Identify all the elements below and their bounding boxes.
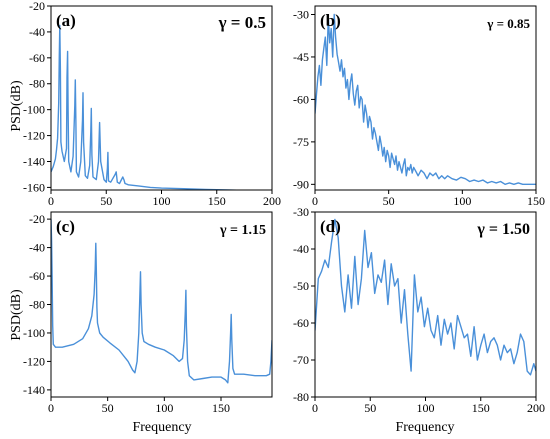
y-axis-label-top: PSD(dB) bbox=[9, 80, 24, 132]
y-tick-label: -140 bbox=[23, 383, 45, 397]
y-tick-label: -80 bbox=[293, 390, 309, 404]
y-tick-label: -30 bbox=[293, 7, 309, 21]
y-tick-label: -90 bbox=[293, 177, 309, 191]
x-tick-label: 150 bbox=[212, 401, 230, 415]
y-tick-label: -40 bbox=[293, 242, 309, 256]
x-tick-label: 0 bbox=[312, 401, 318, 415]
y-tick-label: -60 bbox=[29, 51, 45, 65]
plot-frame bbox=[314, 211, 537, 398]
y-tick-label: -160 bbox=[23, 180, 45, 194]
panel-label: (c) bbox=[56, 217, 75, 236]
gamma-annotation: γ = 0.85 bbox=[486, 16, 530, 31]
y-tick-label: -70 bbox=[293, 353, 309, 367]
psd-series-line bbox=[315, 13, 536, 186]
y-tick-label: -20 bbox=[29, 0, 45, 13]
x-tick-label: 50 bbox=[383, 194, 395, 208]
x-tick-label: 150 bbox=[527, 194, 545, 208]
panel-b: 0 50 100 150 -90 -75 -60 -45 -30 (b) γ = 0.85 bbox=[293, 5, 545, 208]
panel-a: 0 50 100 150 200 -160 -140 -120 -100 -80 -60 -40 -20… bbox=[23, 0, 281, 208]
y-tick-label: -75 bbox=[293, 135, 309, 149]
psd-series-line bbox=[51, 219, 272, 384]
psd-series-line bbox=[51, 24, 254, 190]
y-axis-label-bottom: PSD(dB) bbox=[9, 289, 24, 341]
x-tick-label: 200 bbox=[263, 194, 281, 208]
y-tick-label: -40 bbox=[29, 241, 45, 255]
plot-frame bbox=[50, 211, 273, 398]
y-tick-label: -80 bbox=[29, 77, 45, 91]
panel-c: 0 50 100 150 -140 -120 -100 -80 -60 -40 -20 (c) γ = … bbox=[23, 211, 273, 415]
gamma-annotation: γ = 1.50 bbox=[476, 221, 530, 238]
y-tick-label: -120 bbox=[23, 129, 45, 143]
y-tick-label: -40 bbox=[29, 25, 45, 39]
panel-label: (d) bbox=[320, 217, 341, 236]
x-tick-label: 150 bbox=[472, 401, 490, 415]
plot-frame bbox=[314, 5, 537, 191]
x-tick-label: 100 bbox=[453, 194, 471, 208]
panel-label: (b) bbox=[320, 11, 341, 30]
x-axis-label-left: Frequency bbox=[132, 420, 191, 435]
y-tick-label: -60 bbox=[29, 269, 45, 283]
panel-label: (a) bbox=[56, 11, 76, 30]
x-tick-label: 0 bbox=[48, 194, 54, 208]
x-tick-label: 200 bbox=[527, 401, 545, 415]
gamma-annotation: γ = 1.15 bbox=[219, 223, 266, 238]
y-tick-label: -30 bbox=[293, 205, 309, 219]
y-tick-label: -60 bbox=[293, 92, 309, 106]
y-tick-label: -50 bbox=[293, 279, 309, 293]
y-tick-label: -100 bbox=[23, 326, 45, 340]
x-tick-label: 50 bbox=[102, 401, 114, 415]
y-tick-label: -45 bbox=[293, 50, 309, 64]
x-tick-label: 0 bbox=[48, 401, 54, 415]
x-tick-label: 100 bbox=[153, 194, 171, 208]
x-tick-label: 100 bbox=[417, 401, 435, 415]
x-tick-label: 0 bbox=[312, 194, 318, 208]
x-tick-label: 50 bbox=[364, 401, 376, 415]
y-tick-label: -100 bbox=[23, 103, 45, 117]
y-tick-label: -60 bbox=[293, 316, 309, 330]
y-tick-label: -20 bbox=[29, 212, 45, 226]
gamma-annotation: γ = 0.5 bbox=[218, 13, 266, 32]
y-tick-label: -120 bbox=[23, 354, 45, 368]
psd-series-line bbox=[315, 218, 536, 376]
x-tick-label: 100 bbox=[155, 401, 173, 415]
y-tick-label: -80 bbox=[29, 298, 45, 312]
panel-d: 0 50 100 150 200 -80 -70 -60 -50 -40 -30 (d) γ = 1.5… bbox=[293, 205, 545, 415]
x-tick-label: 150 bbox=[208, 194, 226, 208]
x-tick-label: 50 bbox=[100, 194, 112, 208]
y-tick-label: -140 bbox=[23, 154, 45, 168]
x-axis-label-right: Frequency bbox=[395, 420, 454, 435]
